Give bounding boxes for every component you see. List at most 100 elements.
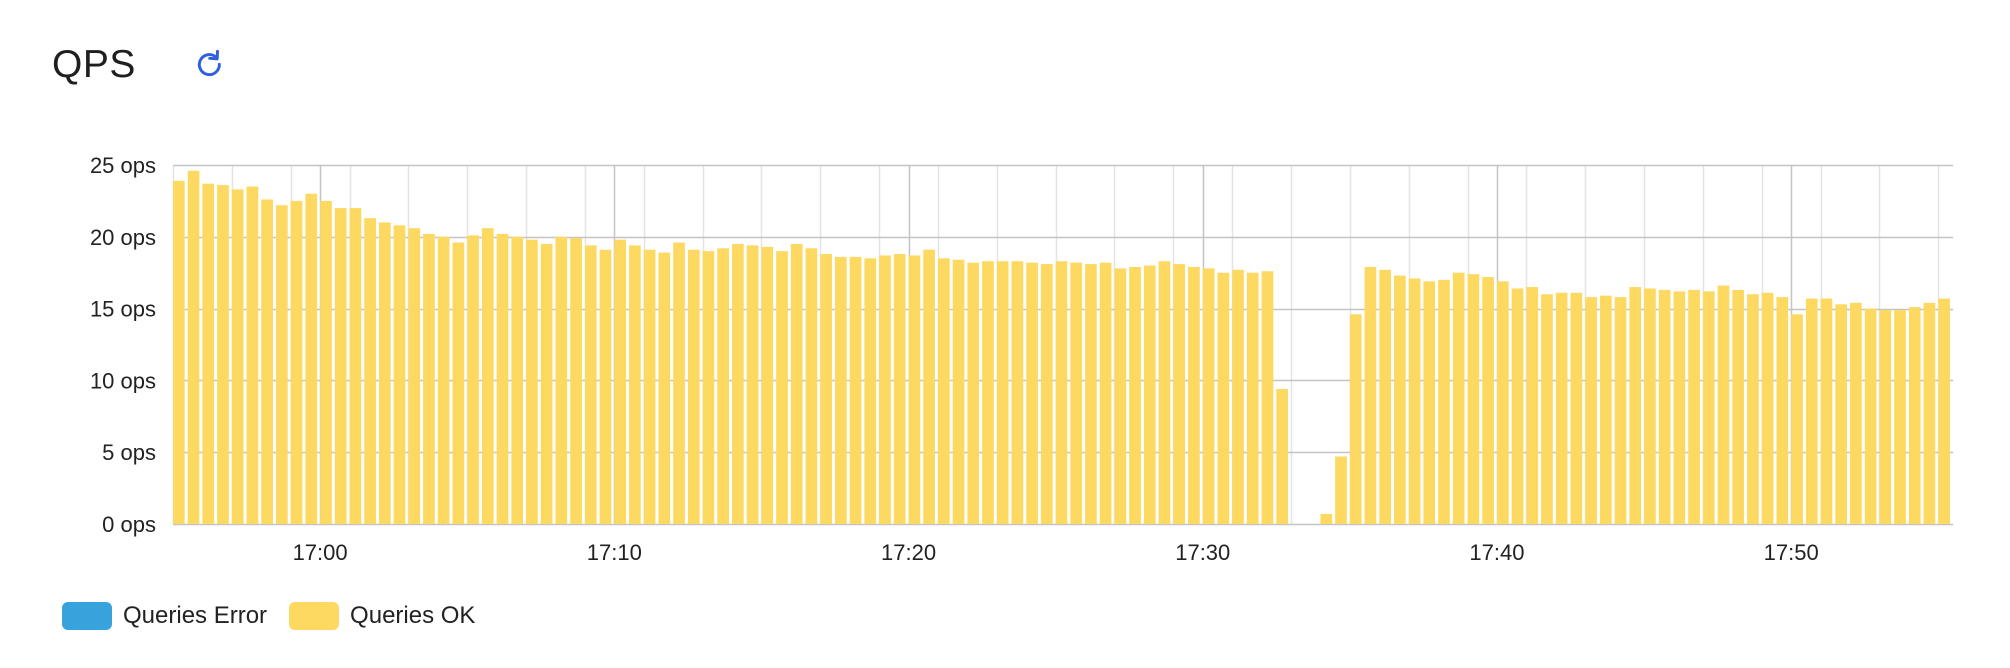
bar-queries-ok [1820,298,1833,524]
x-tick-label: 17:10 [587,540,642,565]
panel-header: QPS [52,40,136,90]
bar-queries-ok [305,193,318,524]
bar-queries-ok [761,246,774,524]
bar-queries-ok [629,245,641,525]
bar-queries-ok [1658,289,1671,524]
y-tick-label: 0 ops [102,512,156,537]
bar-queries-ok [1408,278,1421,524]
x-tick-label: 17:00 [293,540,348,565]
bar-queries-ok [1761,292,1774,524]
legend-swatch-ok [289,602,340,630]
bar-queries-ok [1467,274,1480,524]
bar-queries-ok [1673,291,1686,524]
refresh-button[interactable] [192,47,228,83]
bar-queries-ok [982,261,994,524]
bar-queries-ok [261,199,273,524]
bar-queries-ok [202,183,215,525]
bar-queries-ok [1938,298,1950,524]
bar-queries-ok [1850,302,1862,524]
bar-queries-ok [1614,297,1627,524]
bar-queries-ok [584,245,597,525]
x-tick-label: 17:30 [1175,540,1230,565]
bar-queries-ok [1541,294,1553,524]
bar-queries-ok [1805,298,1818,524]
bar-queries-ok [1232,269,1244,524]
bar-queries-ok [1747,294,1759,524]
bar-queries-ok [1364,266,1377,524]
bar-queries-ok [1511,288,1524,524]
y-tick-label: 20 ops [90,225,156,250]
qps-chart: 0 ops 5 ops 10 ops 15 ops 20 ops 25 ops 17:00 1… [90,153,1953,565]
bar-queries-ok [1702,291,1715,524]
bar-queries-ok [687,249,700,524]
bar-queries-ok [1320,513,1333,524]
bar-queries-ok [717,248,730,525]
bar-queries-ok [555,236,568,525]
bar-queries-ok [187,170,200,525]
bar-queries-ok [1085,264,1097,524]
bar-queries-ok [1879,310,1892,524]
bar-queries-ok [275,205,288,524]
x-tick-label: 17:20 [881,540,936,565]
bar-queries-ok [1379,269,1391,524]
bar-queries-ok [732,243,744,525]
bar-queries-ok [1791,314,1803,524]
bar-queries-ok [1011,261,1024,524]
bar-queries-ok [805,248,818,525]
bar-queries-ok [467,235,479,525]
bar-queries-ok [1452,272,1465,524]
bar-queries-ok [702,251,715,524]
bar-queries-ok [658,252,671,524]
bar-queries-ok [923,249,935,524]
bar-queries-ok [1894,310,1906,524]
bar-queries-ok [1173,264,1186,524]
bar-queries-ok [1585,297,1597,524]
bar-queries-ok [937,258,950,524]
bar-queries-ok [437,236,450,525]
bar-queries-ok [570,238,582,525]
y-tick-label: 15 ops [90,297,156,322]
bar-queries-ok [408,228,421,524]
bar-queries-ok [1026,262,1038,524]
bar-queries-ok [643,249,656,524]
bar-queries-ok [908,255,921,524]
bar-queries-ok [1158,261,1171,524]
legend-label-ok: Queries OK [350,602,476,629]
bar-queries-ok [1423,281,1436,524]
bar-queries-ok [1482,277,1494,524]
bar-queries-ok [1276,389,1289,524]
bar-queries-ok [849,256,862,524]
bar-queries-ok [790,243,803,525]
legend-item-queries-ok[interactable]: Queries OK [289,602,475,630]
panel-title: QPS [52,43,136,86]
legend-label-error: Queries Error [123,602,268,629]
bar-queries-ok [1202,268,1215,524]
bar-queries-ok [1143,265,1156,524]
bar-queries-ok [1070,262,1083,524]
bar-queries-ok [1555,292,1568,524]
bar-queries-ok [393,225,406,524]
bar-queries-ok [1644,288,1656,524]
bar-queries-ok [614,239,627,525]
bar-queries-ok [776,251,788,524]
bar-queries-ok [1908,307,1921,524]
y-tick-label: 25 ops [90,153,156,178]
bar-queries-ok [952,259,965,524]
bar-queries-ok [452,242,465,525]
bar-queries-ok [173,180,185,525]
bar-queries-ok [1570,292,1583,524]
bar-queries-ok [599,249,612,524]
bar-queries-ok [423,233,435,524]
bar-queries-ok [217,185,229,524]
bar-queries-ok [1349,314,1362,524]
y-tick-label: 10 ops [90,368,156,393]
bar-queries-ok [526,239,538,525]
legend-item-queries-error[interactable]: Queries Error [62,602,267,630]
bar-queries-ok [1040,264,1053,524]
bar-queries-ok [1188,266,1200,524]
bar-queries-ok [1864,308,1877,524]
bar-queries-ok [1246,272,1259,524]
bar-queries-ok [1526,287,1539,524]
x-tick-label: 17:50 [1764,540,1819,565]
bar-queries-ok [1261,271,1274,524]
